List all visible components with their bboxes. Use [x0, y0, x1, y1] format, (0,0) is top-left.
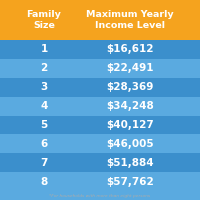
Bar [0, 59, 200, 78]
Text: $51,884: $51,884 [106, 158, 154, 168]
Text: Maximum Yearly
Income Level: Maximum Yearly Income Level [86, 10, 174, 30]
Text: 2: 2 [40, 63, 48, 73]
Text: 1: 1 [40, 44, 48, 54]
Bar [0, 134, 200, 153]
Text: 3: 3 [40, 82, 48, 92]
Bar [0, 40, 200, 59]
Text: *For households with more than eight persons: *For households with more than eight per… [49, 194, 151, 198]
Text: 4: 4 [40, 101, 48, 111]
Bar [0, 153, 200, 172]
Bar [0, 172, 200, 191]
Text: 7: 7 [40, 158, 48, 168]
Text: $57,762: $57,762 [106, 177, 154, 187]
Text: $46,005: $46,005 [106, 139, 154, 149]
Text: 8: 8 [40, 177, 48, 187]
Text: 5: 5 [40, 120, 48, 130]
Bar [0, 78, 200, 97]
Text: 6: 6 [40, 139, 48, 149]
Text: Family
Size: Family Size [27, 10, 61, 30]
Text: $28,369: $28,369 [106, 82, 154, 92]
Bar [0, 0, 200, 40]
Bar [0, 191, 200, 200]
Bar [0, 97, 200, 116]
Text: $40,127: $40,127 [106, 120, 154, 130]
Bar [0, 115, 200, 134]
Text: $16,612: $16,612 [106, 44, 154, 54]
Text: $22,491: $22,491 [106, 63, 154, 73]
Text: $34,248: $34,248 [106, 101, 154, 111]
